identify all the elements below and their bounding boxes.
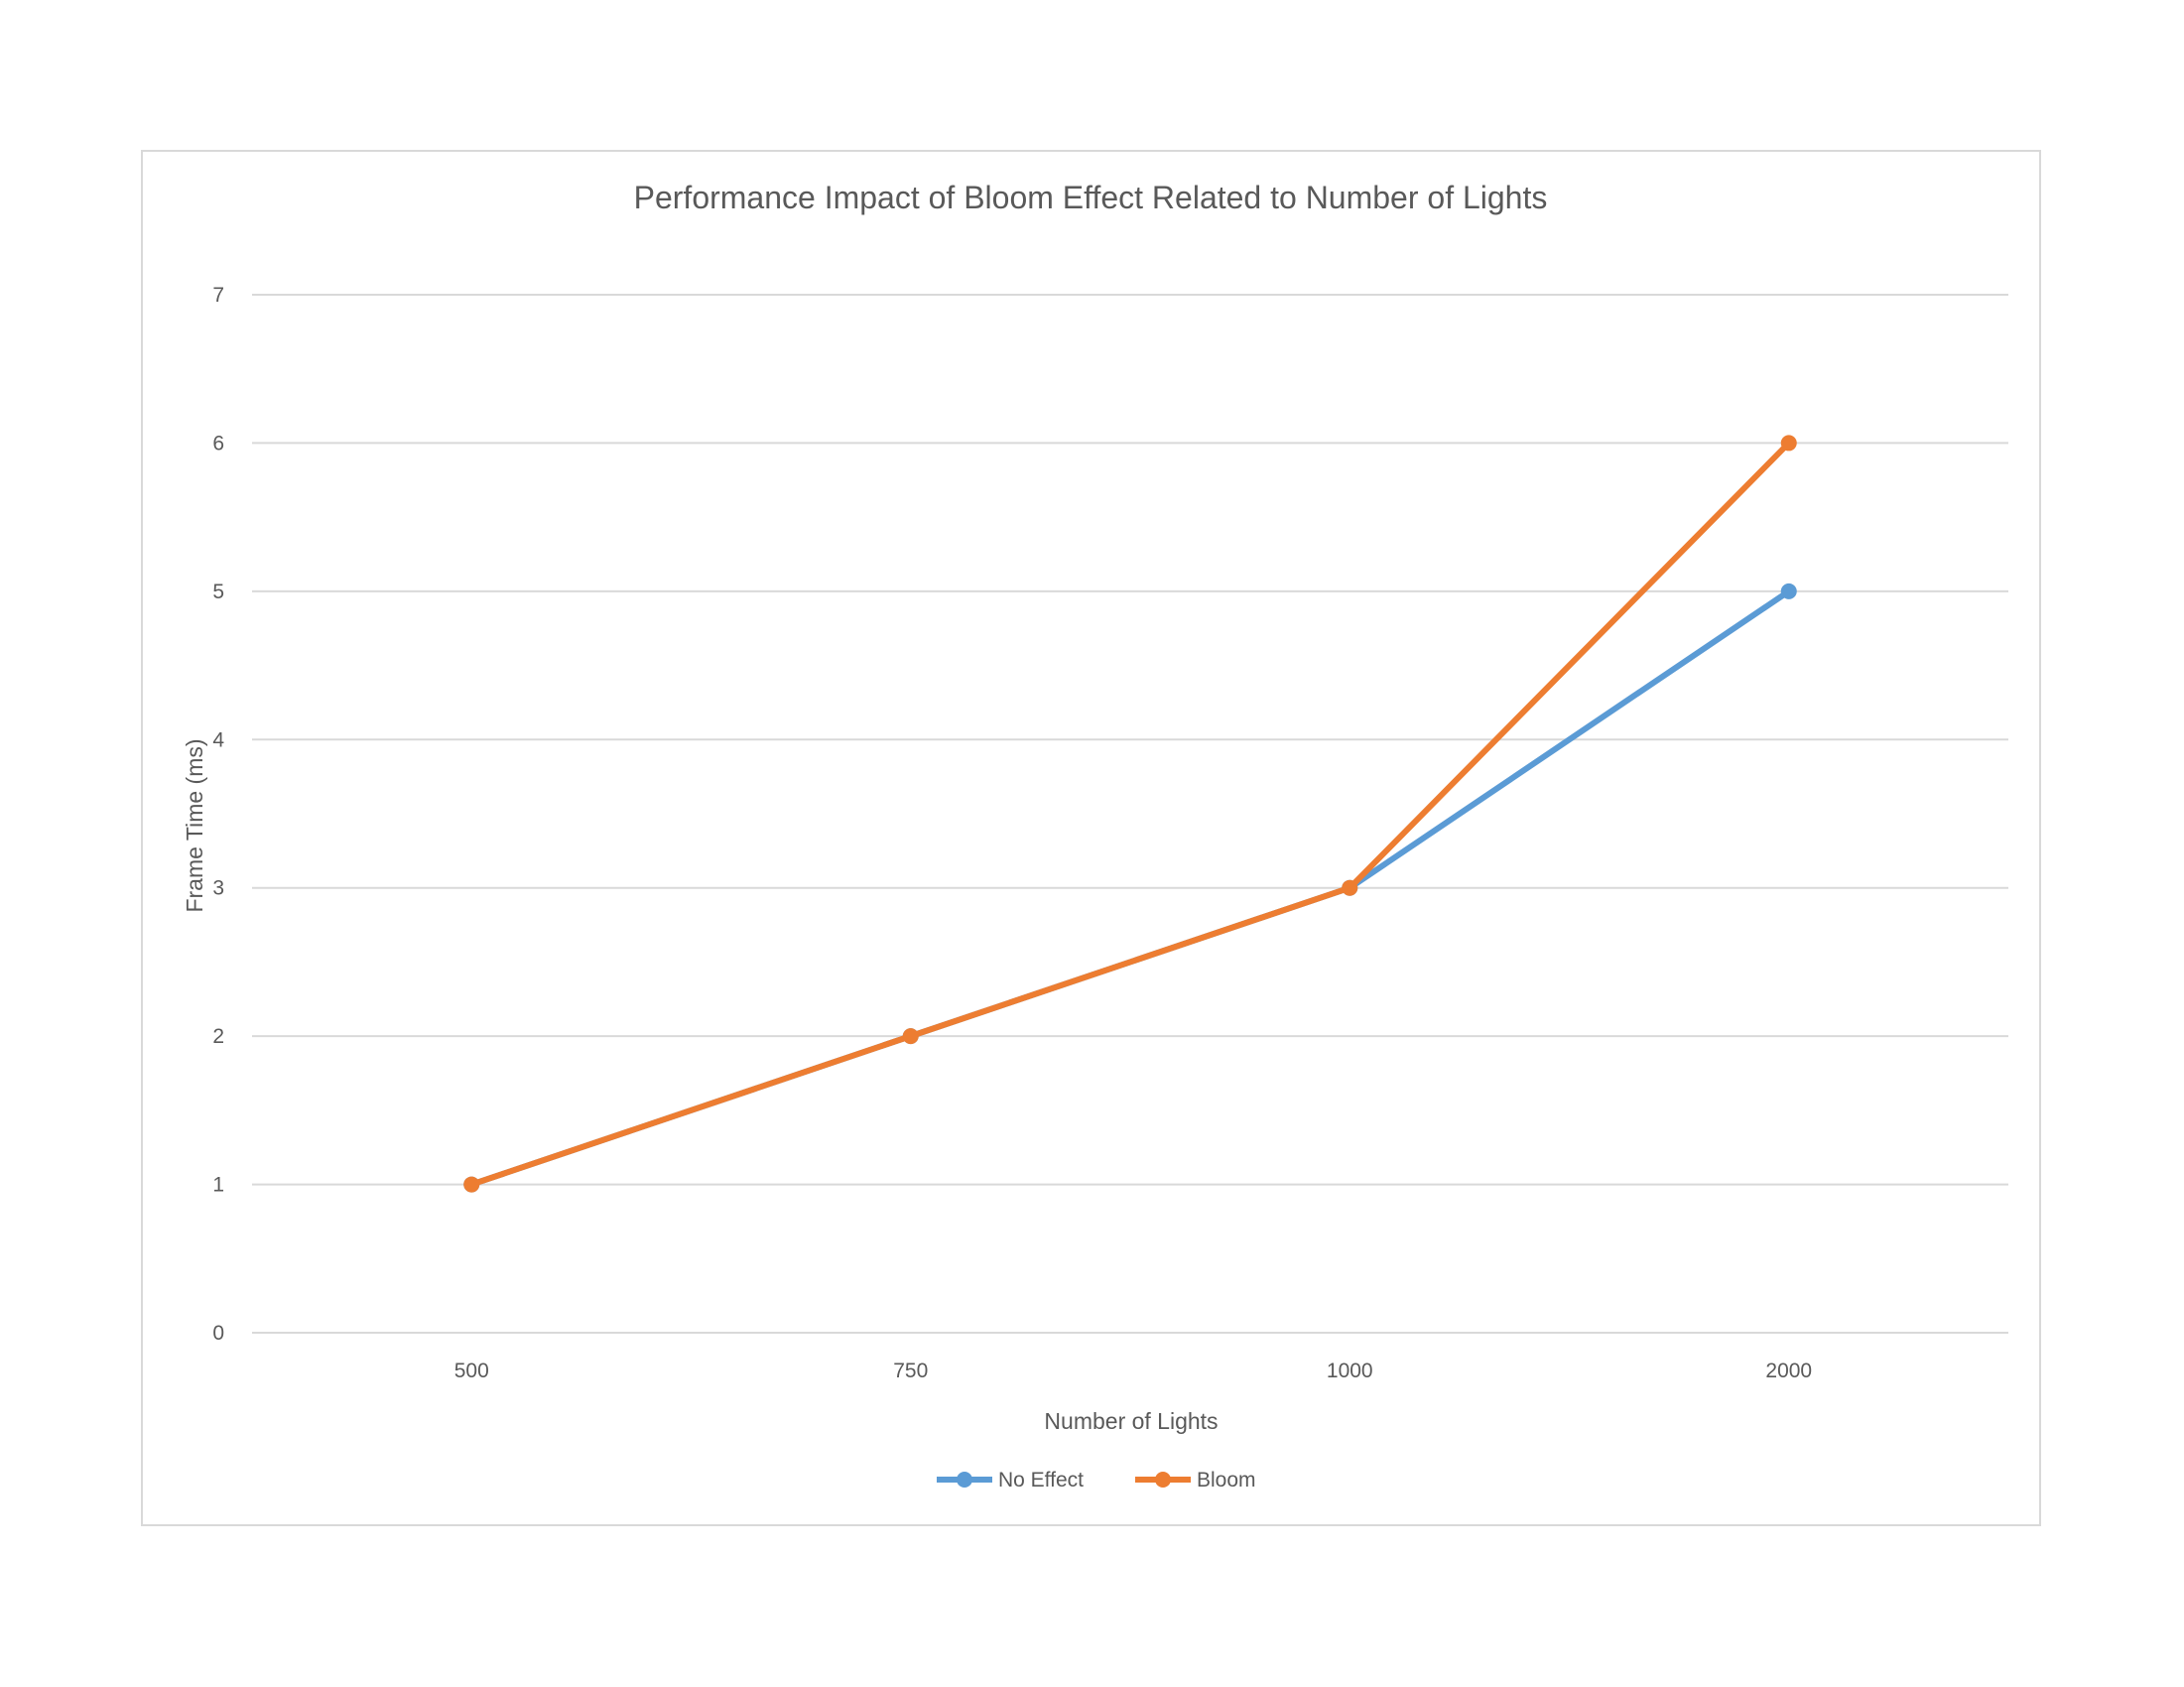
legend-item[interactable]: Bloom <box>1135 1469 1256 1492</box>
x-tick-label: 750 <box>893 1360 928 1382</box>
chart-title: Performance Impact of Bloom Effect Relat… <box>634 180 1548 215</box>
y-tick-label: 1 <box>212 1174 224 1197</box>
x-tick-label: 500 <box>454 1360 489 1382</box>
x-axis-ticks: 500 750 1000 2000 <box>454 1360 1812 1382</box>
y-axis-title: Frame Time (ms) <box>182 738 207 912</box>
legend[interactable]: No Effect Bloom <box>937 1469 1256 1492</box>
series-line <box>468 440 1792 1188</box>
data-point <box>1780 435 1797 452</box>
y-tick-label: 2 <box>212 1025 224 1048</box>
legend-label: Bloom <box>1197 1469 1256 1492</box>
legend-swatch-marker <box>957 1472 972 1488</box>
line-chart: Performance Impact of Bloom Effect Relat… <box>182 180 2008 1492</box>
legend-label: No Effect <box>998 1469 1084 1492</box>
y-tick-label: 6 <box>212 432 224 454</box>
y-tick-label: 5 <box>212 581 224 603</box>
y-tick-label: 7 <box>212 284 224 307</box>
legend-item[interactable]: No Effect <box>937 1469 1084 1492</box>
data-point <box>1342 879 1358 896</box>
data-point <box>1780 583 1797 599</box>
y-tick-label: 3 <box>212 877 224 900</box>
chart-frame: Performance Impact of Bloom Effect Relat… <box>141 150 2041 1526</box>
legend-swatch-marker <box>1155 1472 1171 1488</box>
data-point <box>902 1028 919 1045</box>
series-bloom <box>463 435 1797 1193</box>
series-lines <box>463 435 1797 1193</box>
x-tick-label: 2000 <box>1765 1360 1812 1382</box>
x-tick-label: 1000 <box>1327 1360 1373 1382</box>
y-tick-label: 0 <box>212 1322 224 1345</box>
y-axis-ticks: 0 1 2 3 4 5 6 7 <box>212 284 224 1345</box>
x-axis-title: Number of Lights <box>1044 1408 1218 1434</box>
y-tick-label: 4 <box>212 728 224 751</box>
gridlines <box>252 294 2008 1334</box>
data-point <box>463 1176 480 1193</box>
